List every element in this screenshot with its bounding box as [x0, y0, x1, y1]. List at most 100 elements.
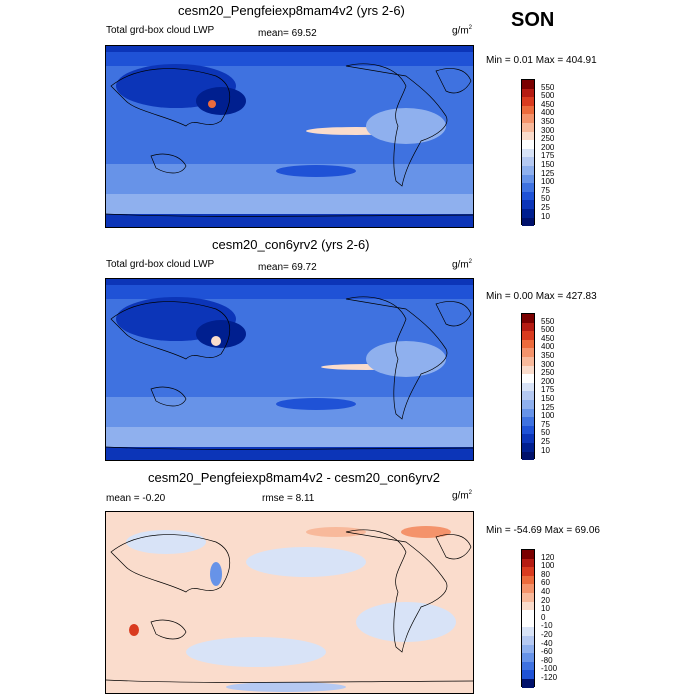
panel-2-title: cesm20_con6yrv2 (yrs 2-6)	[212, 237, 370, 252]
panel-2-minmax: Min = 0.00 Max = 427.83	[486, 291, 597, 302]
colorbar-swatch	[522, 80, 534, 89]
colorbar-tick-label: 10	[541, 211, 550, 221]
colorbar-swatch	[522, 408, 534, 418]
colorbar-swatch	[522, 191, 534, 201]
colorbar-tick-label: 100	[541, 561, 555, 571]
colorbar-tick-label: 250	[541, 134, 555, 144]
colorbar-swatch	[522, 208, 534, 218]
colorbar-swatch	[522, 610, 534, 619]
colorbar-swatch	[522, 635, 534, 645]
colorbar-swatch	[522, 575, 534, 585]
colorbar-tick-label: 20	[541, 595, 550, 605]
colorbar-tick-label: 40	[541, 587, 550, 596]
colorbar-tick-label: 50	[541, 428, 550, 438]
panel-2-map	[105, 278, 474, 461]
colorbar-swatch	[522, 331, 534, 340]
colorbar-tick-label: 10	[541, 445, 550, 455]
colorbar-swatch	[522, 567, 534, 576]
colorbar-swatch	[522, 442, 534, 452]
season-label: SON	[511, 9, 555, 31]
colorbar-swatch	[522, 339, 534, 349]
colorbar-swatch	[522, 374, 534, 383]
panel-1-minmax: Min = 0.01 Max = 404.91	[486, 55, 597, 66]
colorbar-tick-label: 120	[541, 552, 555, 562]
colorbar-tick-label: -40	[541, 638, 553, 648]
panel-1-mean: mean= 69.52	[258, 28, 317, 39]
panel-1-variable-label: Total grd-box cloud LWP	[106, 25, 215, 36]
colorbar-swatch	[522, 558, 534, 568]
colorbar-swatch	[522, 97, 534, 106]
panel-1-colorbar-swatches	[521, 79, 535, 227]
colorbar-swatch	[522, 157, 534, 166]
colorbar-tick-label: -100	[541, 664, 558, 674]
panel-2-colorbar-swatches	[521, 313, 535, 461]
colorbar-tick-label: 350	[541, 117, 555, 126]
colorbar-swatch	[522, 601, 534, 611]
colorbar-tick-label: 25	[541, 437, 550, 446]
colorbar-swatch	[522, 165, 534, 175]
colorbar-tick-label: 60	[541, 578, 550, 588]
colorbar-tick-label: 300	[541, 125, 555, 135]
panel-3-minmax: Min = -54.69 Max = 69.06	[486, 525, 600, 536]
colorbar-swatch	[522, 356, 534, 366]
colorbar-swatch	[522, 584, 534, 593]
colorbar-swatch	[522, 148, 534, 158]
colorbar-swatch	[522, 627, 534, 636]
colorbar-swatch	[522, 451, 534, 461]
panel-1-map	[105, 45, 474, 228]
colorbar-tick-label: 50	[541, 194, 550, 204]
colorbar-swatch	[522, 314, 534, 323]
panel-3-map	[105, 511, 474, 694]
colorbar-tick-label: -60	[541, 647, 553, 657]
colorbar-swatch	[522, 618, 534, 628]
colorbar-tick-label: 150	[541, 394, 555, 403]
panel-2-variable-label: Total grd-box cloud LWP	[106, 259, 215, 270]
colorbar-tick-label: 500	[541, 91, 555, 101]
colorbar-tick-label: 350	[541, 351, 555, 360]
colorbar-tick-label: -80	[541, 655, 553, 665]
colorbar-swatch	[522, 200, 534, 209]
colorbar-swatch	[522, 140, 534, 149]
panel-3-mean: mean = -0.20	[106, 493, 166, 504]
colorbar-swatch	[522, 653, 534, 662]
colorbar-swatch	[522, 131, 534, 141]
colorbar-tick-label: 175	[541, 151, 555, 161]
colorbar-tick-label: 175	[541, 385, 555, 395]
colorbar-swatch	[522, 425, 534, 435]
colorbar-tick-label: 75	[541, 419, 550, 429]
colorbar-tick-label: 150	[541, 160, 555, 169]
panel-1-map-svg	[106, 46, 473, 227]
colorbar-swatch	[522, 183, 534, 192]
colorbar-tick-label: 400	[541, 342, 555, 352]
colorbar-tick-label: 0	[541, 612, 546, 622]
colorbar-tick-label: -10	[541, 621, 553, 631]
colorbar-swatch	[522, 114, 534, 123]
colorbar-tick-label: 250	[541, 368, 555, 378]
colorbar-tick-label: 450	[541, 333, 555, 343]
colorbar-tick-label: 500	[541, 325, 555, 335]
colorbar-tick-label: 10	[541, 604, 550, 614]
colorbar-swatch	[522, 105, 534, 115]
colorbar-swatch	[522, 322, 534, 332]
colorbar-tick-label: 550	[541, 316, 555, 326]
panel-1-units: g/m2	[452, 25, 473, 37]
colorbar-tick-label: 75	[541, 185, 550, 195]
panel-1-title: cesm20_Pengfeiexp8mam4v2 (yrs 2-6)	[178, 3, 405, 18]
colorbar-swatch	[522, 592, 534, 602]
colorbar-tick-label: 100	[541, 411, 555, 421]
colorbar-swatch	[522, 550, 534, 559]
panel-3-map-svg	[106, 512, 473, 693]
colorbar-tick-label: 25	[541, 203, 550, 212]
colorbar-swatch	[522, 434, 534, 443]
panel-3-units: g/m2	[452, 490, 473, 502]
colorbar-tick-label: 125	[541, 402, 555, 412]
colorbar-swatch	[522, 217, 534, 227]
colorbar-swatch	[522, 382, 534, 392]
colorbar-swatch	[522, 644, 534, 654]
colorbar-swatch	[522, 417, 534, 426]
colorbar-swatch	[522, 678, 534, 688]
panel-3-title: cesm20_Pengfeiexp8mam4v2 - cesm20_con6yr…	[148, 470, 440, 485]
colorbar-tick-label: 300	[541, 359, 555, 369]
colorbar-swatch	[522, 348, 534, 357]
colorbar-swatch	[522, 88, 534, 98]
